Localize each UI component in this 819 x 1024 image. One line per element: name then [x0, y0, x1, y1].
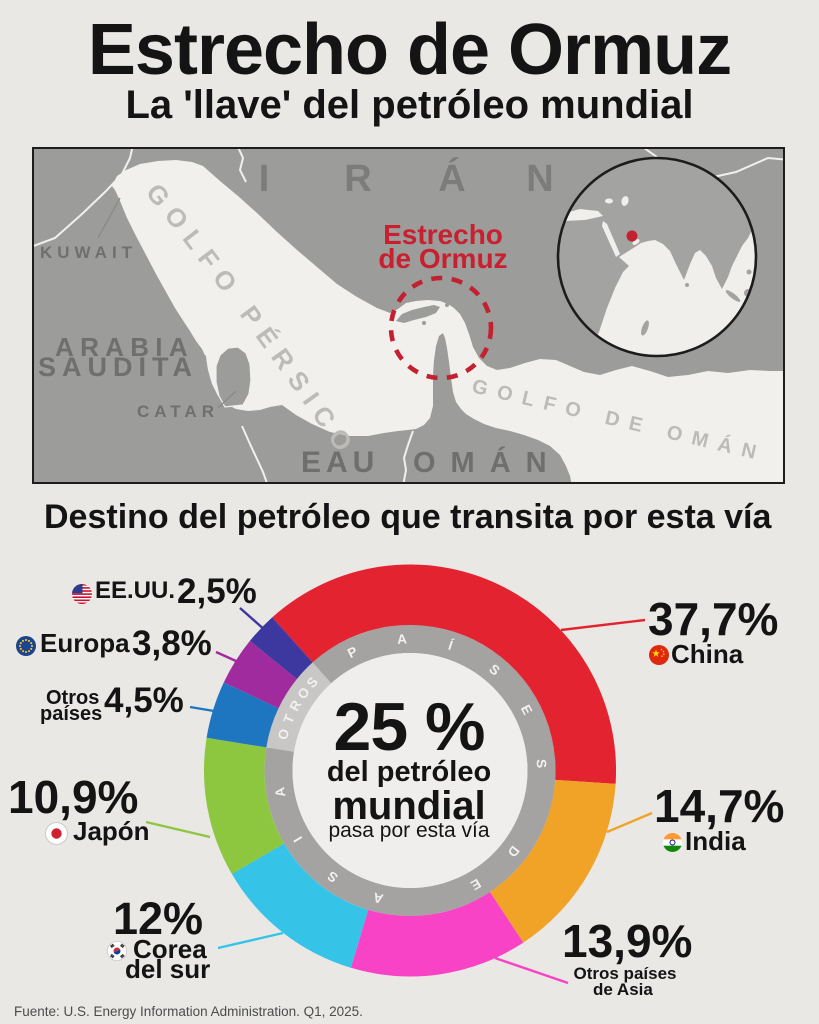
svg-text:ARABIA: ARABIA — [55, 332, 194, 362]
svg-text:O: O — [275, 727, 292, 741]
svg-text:KUWAIT: KUWAIT — [40, 243, 137, 262]
svg-text:A: A — [371, 890, 384, 907]
svg-text:N: N — [526, 158, 553, 200]
svg-text:Í: Í — [446, 638, 455, 654]
svg-text:A: A — [272, 786, 288, 798]
svg-text:S: S — [534, 759, 549, 769]
svg-text:SAUDITA: SAUDITA — [38, 352, 198, 382]
svg-text:A: A — [397, 631, 408, 647]
svg-text:R: R — [344, 158, 371, 200]
svg-text:CATAR: CATAR — [137, 402, 219, 421]
svg-text:EAU: EAU — [301, 446, 379, 479]
svg-text:OMÁN: OMÁN — [413, 445, 562, 479]
svg-text:Á: Á — [438, 156, 465, 200]
svg-text:I: I — [259, 158, 270, 200]
svg-text:I: I — [291, 834, 306, 845]
